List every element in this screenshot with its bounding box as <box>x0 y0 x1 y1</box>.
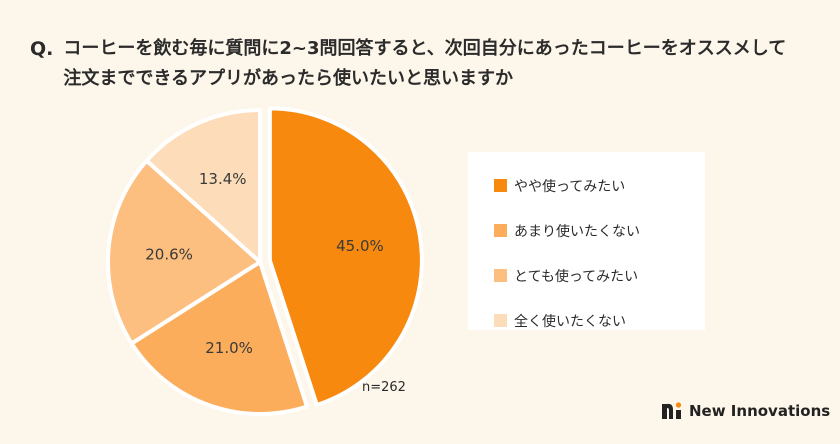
legend-item-2: あまり使いたくない <box>494 208 705 253</box>
question-heading: Q. コーヒーを飲む毎に質問に2~3問回答すると、次回自分にあったコーヒーをオス… <box>30 34 830 94</box>
legend-label: とても使ってみたい <box>514 268 639 285</box>
legend-label: あまり使いたくない <box>514 223 640 240</box>
new-innovations-logo-icon <box>662 402 682 419</box>
legend-item-1: やや使ってみたい <box>494 163 705 208</box>
question-line-2: 注文までできるアプリがあったら使いたいと思いますか <box>63 68 514 89</box>
sample-size-label: n=262 <box>362 380 406 395</box>
logo-text: New Innovations <box>689 402 831 420</box>
legend-item-4: 全く使いたくない <box>494 298 705 343</box>
legend-swatch <box>494 269 507 282</box>
chart-legend: やや使ってみたい あまり使いたくない とても使ってみたい 全く使いたくない <box>468 152 705 330</box>
legend-label: 全く使いたくない <box>514 313 626 330</box>
pie-slice-label-1: 45.0% <box>336 237 384 255</box>
legend-swatch <box>494 314 507 327</box>
pie-slice-3 <box>106 158 262 346</box>
legend-item-3: とても使ってみたい <box>494 253 705 298</box>
brand-logo: New Innovations <box>661 401 830 421</box>
question-text: コーヒーを飲む毎に質問に2~3問回答すると、次回自分にあったコーヒーをオススメし… <box>63 34 786 94</box>
pie-slice-label-3: 20.6% <box>145 246 193 264</box>
question-prefix: Q. <box>30 38 54 60</box>
pie-slice-1 <box>267 106 424 407</box>
pie-slice-label-2: 21.0% <box>205 339 253 357</box>
pie-slice-4 <box>144 108 262 264</box>
legend-swatch <box>494 179 507 192</box>
pie-slice-label-4: 13.4% <box>199 170 247 188</box>
question-line-1: コーヒーを飲む毎に質問に2~3問回答すると、次回自分にあったコーヒーをオススメし… <box>63 38 787 59</box>
legend-swatch <box>494 224 507 237</box>
pie-slice-2 <box>129 260 309 416</box>
legend-label: やや使ってみたい <box>514 178 626 195</box>
